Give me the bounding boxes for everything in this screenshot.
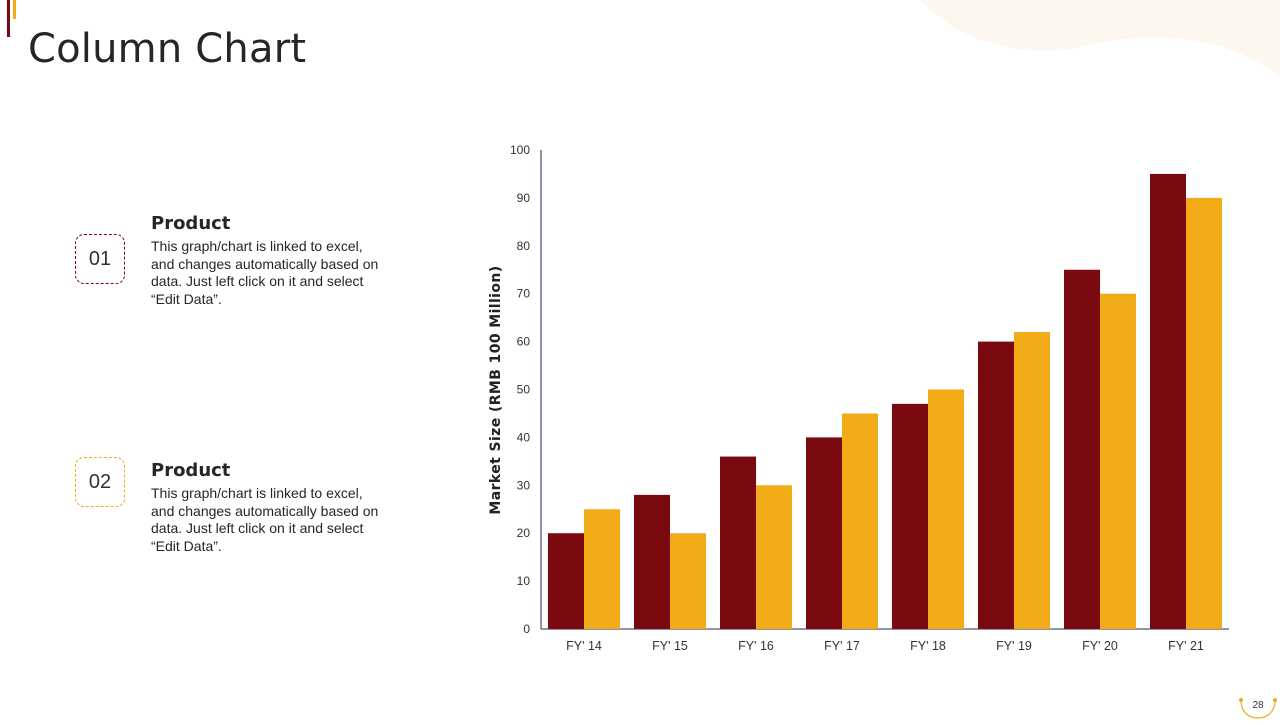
bar-series2 bbox=[1014, 332, 1050, 629]
item-number-badge: 01 bbox=[75, 234, 125, 284]
y-tick-label: 0 bbox=[523, 622, 530, 636]
x-tick-label: FY' 20 bbox=[1082, 639, 1118, 653]
item-description: This graph/chart is linked to excel, and… bbox=[151, 485, 379, 554]
item-title: Product bbox=[151, 460, 231, 481]
x-tick-label: FY' 14 bbox=[566, 639, 602, 653]
y-tick-label: 100 bbox=[510, 143, 530, 157]
y-tick-label: 50 bbox=[517, 383, 531, 397]
bar-series1 bbox=[892, 403, 928, 629]
item-title: Product bbox=[151, 213, 231, 234]
bar-series2 bbox=[670, 533, 706, 629]
title-accent-bar-gold bbox=[13, 0, 16, 19]
x-tick-label: FY' 16 bbox=[738, 639, 774, 653]
title-accent-bar-dark bbox=[7, 0, 10, 37]
bar-series2 bbox=[842, 413, 878, 629]
y-tick-label: 70 bbox=[517, 287, 531, 301]
bar-series2 bbox=[928, 389, 964, 629]
bar-series1 bbox=[548, 533, 584, 629]
page-number: 28 bbox=[1252, 700, 1264, 711]
bar-series1 bbox=[1064, 269, 1100, 629]
item-number-badge: 02 bbox=[75, 457, 125, 507]
item-number: 01 bbox=[88, 247, 112, 270]
bar-series1 bbox=[634, 494, 670, 629]
y-tick-label: 40 bbox=[517, 430, 531, 444]
y-tick-label: 60 bbox=[517, 335, 531, 349]
y-tick-label: 10 bbox=[517, 574, 531, 588]
column-chart[interactable]: 0 10 20 30 40 50 60 70 80 90 100 FY' 14 FY' 15 FY' 16… bbox=[470, 130, 1250, 670]
y-tick-label: 30 bbox=[517, 478, 531, 492]
x-tick-label: FY' 19 bbox=[996, 639, 1032, 653]
page-number-arc bbox=[1239, 698, 1277, 719]
y-tick-label: 90 bbox=[517, 191, 531, 205]
page-number-badge: 28 bbox=[1237, 696, 1279, 720]
page-title: Column Chart bbox=[28, 26, 307, 72]
bar-series1 bbox=[720, 456, 756, 629]
x-tick-label: FY' 21 bbox=[1168, 639, 1204, 653]
bar-series1 bbox=[1150, 173, 1186, 629]
bar-series1 bbox=[806, 437, 842, 629]
bar-series2 bbox=[1100, 293, 1136, 629]
background-wave-shape bbox=[920, 0, 1280, 75]
x-tick-label: FY' 15 bbox=[652, 639, 688, 653]
item-number: 02 bbox=[88, 470, 112, 493]
y-tick-label: 20 bbox=[517, 526, 531, 540]
x-tick-label: FY' 18 bbox=[910, 639, 946, 653]
item-description: This graph/chart is linked to excel, and… bbox=[151, 238, 379, 307]
bar-series2 bbox=[584, 509, 620, 629]
bar-series2 bbox=[756, 485, 792, 629]
x-tick-label: FY' 17 bbox=[824, 639, 860, 653]
y-tick-label: 80 bbox=[517, 239, 531, 253]
bar-series2 bbox=[1186, 197, 1222, 629]
y-axis-title: Market Size (RMB 100 Million) bbox=[488, 265, 504, 514]
bar-series1 bbox=[978, 341, 1014, 629]
